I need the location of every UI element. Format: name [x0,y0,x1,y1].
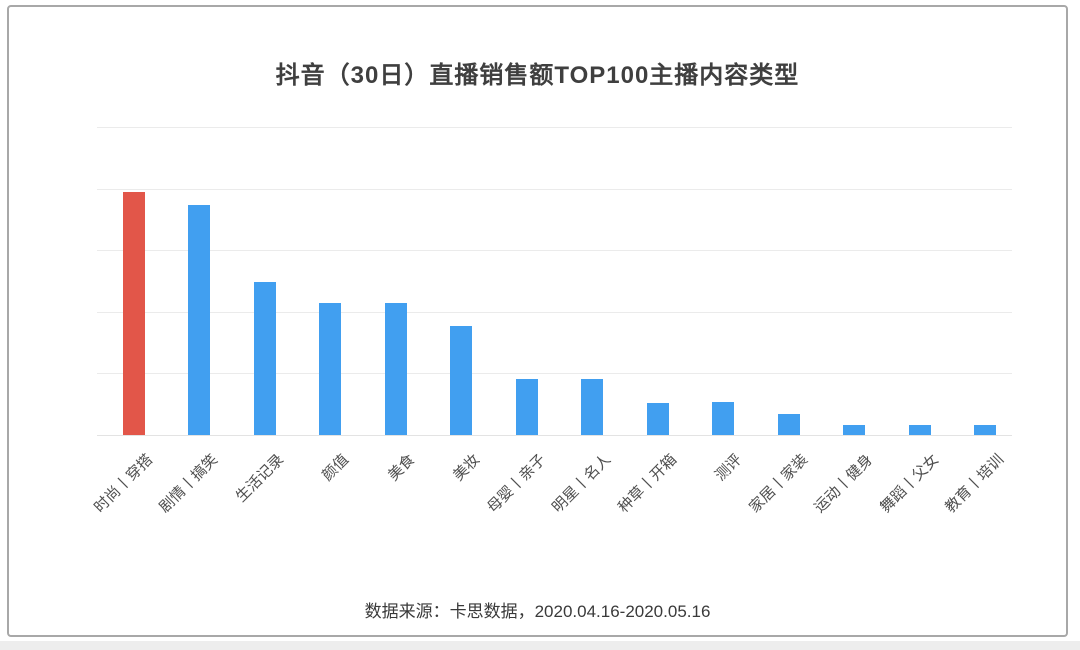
x-axis-label: 颜值 [319,451,353,485]
x-axis-line [97,435,1012,436]
plot-area: 时尚丨穿搭 剧情丨搞笑 生活记录 颜值 美食 美妆 母婴丨亲子 明星丨名人 种草丨开箱 测评 家居丨… [91,127,1012,516]
bar-10 [777,414,800,435]
bar-6 [515,379,538,435]
source-note: 数据来源：卡思数据，2020.04.16-2020.05.16 [364,602,711,621]
gridline [97,127,1012,128]
bar-11 [843,425,866,435]
bar-4 [384,302,407,435]
x-axis-label: 测评 [712,451,746,485]
bottom-strip [0,641,1080,650]
gridline [97,311,1012,313]
bar-0 [122,191,145,435]
bar-7 [581,379,604,435]
x-axis-label: 生活记录 [232,451,287,506]
x-axis-label: 美妆 [450,451,484,485]
x-axis-label: 舞蹈丨父女 [876,451,942,517]
x-axis-label: 时尚丨穿搭 [90,451,156,517]
x-axis-label: 明星丨名人 [549,451,615,517]
chart-title: 抖音（30日）直播销售额TOP100主播内容类型 [275,62,800,89]
bar-8 [646,402,669,435]
x-axis-label: 教育丨培训 [942,451,1008,517]
bar-1 [188,205,211,435]
x-axis-label: 美食 [384,451,418,485]
bar-13 [974,425,997,435]
bar-2 [253,281,276,435]
x-axis-label: 家居丨家装 [745,451,811,517]
gridline [97,373,1012,375]
bar-9 [712,401,735,435]
bar-12 [908,425,931,435]
gridline [97,188,1012,190]
bar-5 [450,326,473,435]
gridline [97,250,1012,252]
x-axis-label: 剧情丨搞笑 [156,451,222,517]
x-axis-label: 种草丨开箱 [614,451,680,517]
bar-3 [319,302,342,435]
chart-card: 抖音（30日）直播销售额TOP100主播内容类型 时尚丨穿搭 剧情丨搞笑 生活记录颜… [7,5,1068,637]
x-axis-label: 母婴丨亲子 [483,451,549,517]
x-axis-label: 运动丨健身 [811,451,877,517]
